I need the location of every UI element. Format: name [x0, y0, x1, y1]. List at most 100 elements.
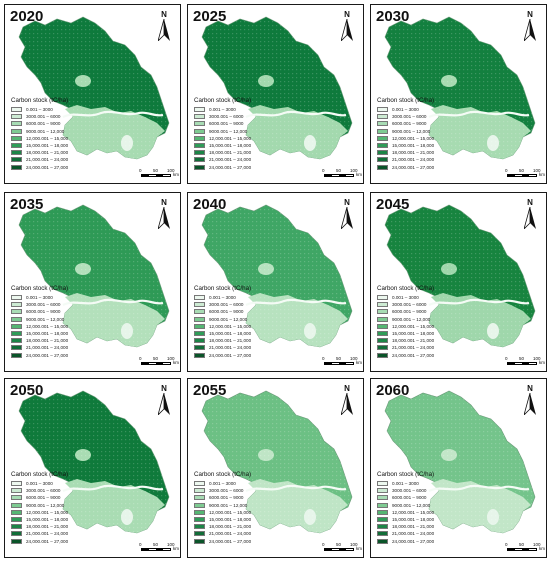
legend-item: 18,000.001 – 21,000: [11, 523, 121, 530]
legend-item: 18,000.001 – 21,000: [194, 337, 304, 344]
panel-year-label: 2020: [10, 8, 44, 25]
legend-swatch: [11, 143, 22, 149]
legend-swatch: [11, 524, 22, 530]
legend-swatch: [194, 495, 205, 501]
legend-label: 18,000.001 – 21,000: [209, 150, 252, 156]
legend-item: 6000.001 – 9000: [377, 308, 487, 315]
legend-label: 6000.001 – 9000: [209, 121, 244, 127]
legend-label: 0.001 – 3000: [392, 107, 419, 113]
carbon-stock-map: [384, 16, 536, 160]
legend-swatch: [11, 323, 22, 329]
texture-overlay: [19, 205, 169, 347]
legend-item: 21,000.001 – 24,000: [194, 344, 304, 351]
legend-swatch: [11, 150, 22, 156]
legend-item: 21,000.001 – 24,000: [11, 156, 121, 163]
scale-unit: km: [356, 360, 362, 365]
legend-label: 6000.001 – 9000: [392, 309, 427, 315]
legend-swatch: [377, 121, 388, 127]
legend: Carbon stock (tC/ha) 0.001 – 3000 3000.001…: [11, 97, 121, 171]
scale-unit: km: [356, 172, 362, 177]
legend-item: 18,000.001 – 21,000: [11, 337, 121, 344]
legend-label: 21,000.001 – 24,000: [26, 531, 69, 537]
legend-item: 15,000.001 – 18,000: [194, 330, 304, 337]
legend: Carbon stock (tC/ha) 0.001 – 3000 3000.001…: [11, 285, 121, 359]
legend-label: 12,000.001 – 15,000: [209, 135, 252, 141]
legend-item: 6000.001 – 9000: [194, 120, 304, 127]
legend-label: 12,000.001 – 15,000: [392, 509, 435, 515]
legend-item: 6000.001 – 9000: [194, 494, 304, 501]
scale-unit: km: [173, 172, 179, 177]
panel-year-label: 2060: [376, 382, 410, 399]
legend-swatch: [377, 157, 388, 163]
legend-swatch: [377, 509, 388, 515]
legend-swatch: [11, 345, 22, 351]
legend-swatch: [11, 107, 22, 113]
scale-tick-label: 50: [519, 168, 525, 173]
map-panel-2025: 2025 N Carbon stock (tC/ha) 0.001 – 3000 300…: [187, 4, 364, 184]
legend: Carbon stock (tC/ha) 0.001 – 3000 3000.001…: [377, 285, 487, 359]
legend-swatch: [377, 517, 388, 523]
scale-tick-label: 50: [336, 168, 342, 173]
map-panel-2020: 2020 N Carbon stock (tC/ha) 0.001 – 3000 300…: [4, 4, 181, 184]
scale-unit: km: [539, 172, 545, 177]
scale-bar-graphic: [507, 548, 537, 551]
legend-label: 15,000.001 – 18,000: [26, 331, 69, 337]
legend-label: 3000.001 – 6000: [26, 114, 61, 120]
legend-label: 12,000.001 – 15,000: [209, 509, 252, 515]
legend-swatch: [377, 495, 388, 501]
legend-label: 3000.001 – 6000: [26, 488, 61, 494]
legend-label: 3000.001 – 6000: [209, 114, 244, 120]
legend-item: 21,000.001 – 24,000: [11, 530, 121, 537]
legend-label: 12,000.001 – 15,000: [26, 509, 69, 515]
legend-swatch: [194, 316, 205, 322]
scale-tick-label: 0: [139, 542, 142, 547]
legend-label: 3000.001 – 6000: [392, 488, 427, 494]
scale-tick-label: 100: [167, 168, 175, 173]
legend-item: 0.001 – 3000: [11, 480, 121, 487]
legend-item: 15,000.001 – 18,000: [194, 142, 304, 149]
legend-swatch: [377, 488, 388, 494]
legend-swatch: [194, 538, 205, 544]
legend-item: 12,000.001 – 15,000: [377, 509, 487, 516]
legend-label: 21,000.001 – 24,000: [392, 345, 435, 351]
scale-tick-label: 50: [153, 542, 159, 547]
texture-overlay: [202, 391, 352, 533]
legend-swatch: [194, 164, 205, 170]
texture-overlay: [19, 17, 169, 159]
legend-title: Carbon stock (tC/ha): [11, 471, 69, 478]
legend-swatch: [377, 107, 388, 113]
legend-label: 18,000.001 – 21,000: [209, 524, 252, 530]
legend-item: 15,000.001 – 18,000: [377, 516, 487, 523]
legend-item: 12,000.001 – 15,000: [194, 323, 304, 330]
legend-item: 21,000.001 – 24,000: [377, 344, 487, 351]
legend-item: 9000.001 – 12,000: [194, 128, 304, 135]
legend-item: 24,000.001 – 27,000: [194, 164, 304, 171]
legend-label: 0.001 – 3000: [209, 107, 236, 113]
scale-tick-label: 50: [519, 356, 525, 361]
scale-bar: 0 50 100 km: [310, 542, 362, 556]
legend-swatch: [377, 114, 388, 120]
legend-label: 24,000.001 – 27,000: [209, 538, 252, 544]
legend-item: 9000.001 – 12,000: [377, 316, 487, 323]
legend-label: 18,000.001 – 21,000: [392, 150, 435, 156]
scale-unit: km: [539, 546, 545, 551]
legend-swatch: [194, 352, 205, 358]
legend-label: 15,000.001 – 18,000: [392, 331, 435, 337]
north-label: N: [161, 10, 167, 19]
north-label: N: [344, 10, 350, 19]
legend: Carbon stock (tC/ha) 0.001 – 3000 3000.001…: [377, 97, 487, 171]
legend-item: 12,000.001 – 15,000: [377, 135, 487, 142]
legend-item: 21,000.001 – 24,000: [194, 530, 304, 537]
legend-label: 18,000.001 – 21,000: [209, 338, 252, 344]
legend-item: 21,000.001 – 24,000: [377, 530, 487, 537]
legend-label: 15,000.001 – 18,000: [26, 517, 69, 523]
legend-item: 15,000.001 – 18,000: [194, 516, 304, 523]
legend-label: 9000.001 – 12,000: [392, 128, 431, 134]
map-panel-2035: 2035 N Carbon stock (tC/ha) 0.001 – 3000 300…: [4, 192, 181, 372]
legend-swatch: [11, 128, 22, 134]
legend-swatch: [194, 135, 205, 141]
scale-tick-label: 100: [167, 356, 175, 361]
panel-year-label: 2055: [193, 382, 227, 399]
map-panel-2030: 2030 N Carbon stock (tC/ha) 0.001 – 3000 300…: [370, 4, 547, 184]
legend-item: 24,000.001 – 27,000: [377, 164, 487, 171]
